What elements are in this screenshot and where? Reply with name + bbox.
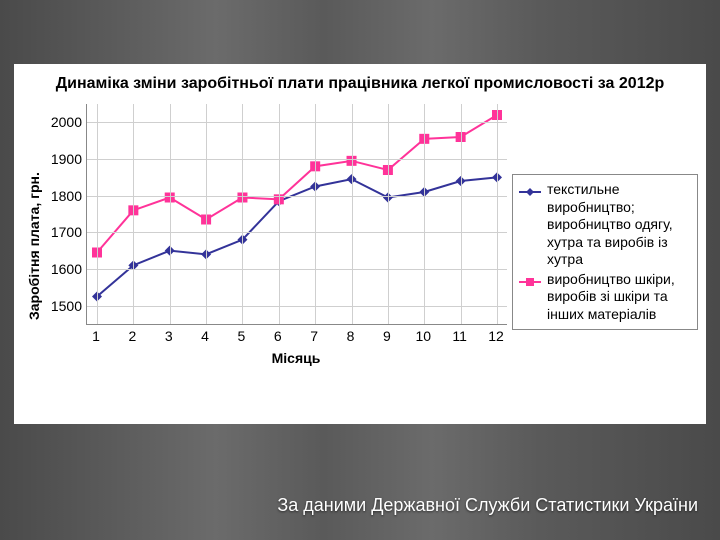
y-axis: 1500 1600 1700 1800 1900 2000 xyxy=(46,104,86,324)
x-tick: 5 xyxy=(238,328,246,344)
gridline-h xyxy=(87,196,507,197)
y-tick: 1900 xyxy=(51,151,82,167)
gridline-v xyxy=(424,104,425,324)
x-tick: 6 xyxy=(274,328,282,344)
gridline-v xyxy=(97,104,98,324)
gridline-v xyxy=(352,104,353,324)
legend-item: виробництво шкіри, виробів зі шкіри та і… xyxy=(519,271,691,324)
x-tick: 4 xyxy=(201,328,209,344)
plot-svg xyxy=(87,104,507,324)
legend-item: текстильне виробництво; виробництво одяг… xyxy=(519,181,691,269)
plot-area xyxy=(86,104,507,325)
x-tick: 1 xyxy=(92,328,100,344)
legend-label: виробництво шкіри, виробів зі шкіри та і… xyxy=(547,271,691,324)
gridline-h xyxy=(87,232,507,233)
x-tick: 3 xyxy=(165,328,173,344)
gridline-h xyxy=(87,306,507,307)
x-tick: 9 xyxy=(383,328,391,344)
gridline-h xyxy=(87,122,507,123)
gridline-v xyxy=(388,104,389,324)
caption-text: За даними Державної Служби Статистики Ук… xyxy=(277,495,698,516)
slide-background: Динаміка зміни заробітньої плати працівн… xyxy=(0,0,720,540)
x-tick: 2 xyxy=(128,328,136,344)
legend: текстильне виробництво; виробництво одяг… xyxy=(512,174,698,330)
x-tick: 8 xyxy=(347,328,355,344)
x-tick: 10 xyxy=(415,328,431,344)
y-tick: 1600 xyxy=(51,261,82,277)
legend-swatch xyxy=(519,187,541,197)
gridline-h xyxy=(87,269,507,270)
gridline-v xyxy=(242,104,243,324)
legend-swatch xyxy=(519,277,541,287)
y-axis-label: Заробітня плата, грн. xyxy=(22,104,46,388)
gridline-v xyxy=(206,104,207,324)
y-tick: 2000 xyxy=(51,114,82,130)
x-axis: 123456789101112 xyxy=(86,324,506,348)
legend-label: текстильне виробництво; виробництво одяг… xyxy=(547,181,691,269)
gridline-v xyxy=(315,104,316,324)
gridline-h xyxy=(87,159,507,160)
chart-panel: Динаміка зміни заробітньої плати працівн… xyxy=(14,64,706,424)
x-axis-label: Місяць xyxy=(86,350,506,366)
gridline-v xyxy=(461,104,462,324)
x-tick: 11 xyxy=(452,328,467,344)
chart-title: Динаміка зміни заробітньої плати працівн… xyxy=(14,64,706,98)
gridline-v xyxy=(279,104,280,324)
gridline-v xyxy=(170,104,171,324)
y-tick: 1700 xyxy=(51,224,82,240)
y-tick: 1500 xyxy=(51,298,82,314)
x-tick: 12 xyxy=(488,328,504,344)
gridline-v xyxy=(133,104,134,324)
x-tick: 7 xyxy=(310,328,318,344)
gridline-v xyxy=(497,104,498,324)
y-tick: 1800 xyxy=(51,188,82,204)
